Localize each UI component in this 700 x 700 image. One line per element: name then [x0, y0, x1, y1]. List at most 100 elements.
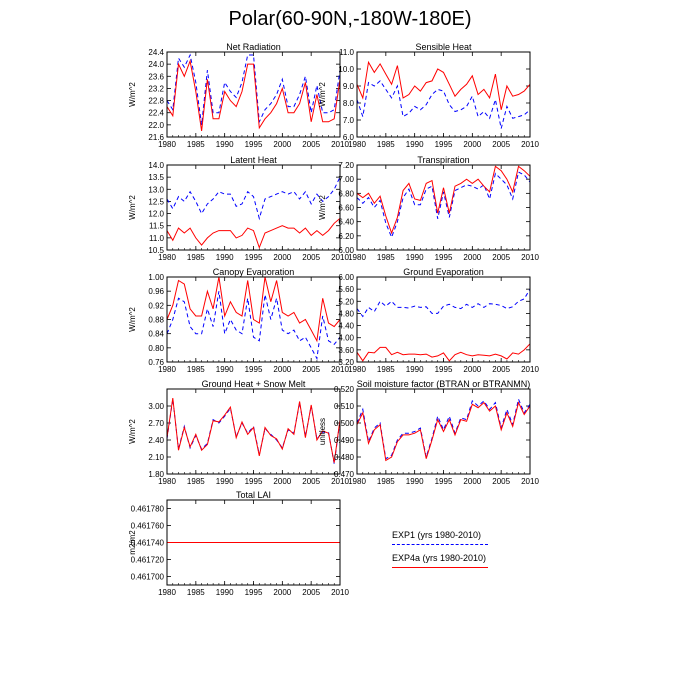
y-tick-label: 7.20 — [338, 161, 354, 170]
x-tick-label: 1985 — [377, 477, 395, 486]
plot-frame — [166, 164, 341, 251]
x-tick-label: 2000 — [463, 140, 481, 149]
y-tick-label: 6.00 — [338, 246, 354, 255]
panel-title: Transpiration — [417, 155, 469, 165]
x-tick-label: 2010 — [331, 140, 349, 149]
x-tick-label: 1990 — [216, 253, 234, 262]
y-tick-label: 24.4 — [148, 48, 164, 57]
x-tick-label: 2010 — [521, 365, 539, 374]
series-line-exp4a — [356, 60, 531, 110]
y-tick-label: 10.5 — [148, 246, 164, 255]
legend-swatch-exp1 — [392, 544, 488, 545]
panel-5: Canopy Evaporation W/m^2 1980 1985 1990 1995 2… — [128, 267, 349, 374]
y-tick-label: 5.60 — [338, 285, 354, 294]
x-tick-label: 2010 — [331, 588, 349, 597]
x-tick-label: 2000 — [273, 253, 291, 262]
y-tick-label: 22.8 — [148, 97, 164, 106]
x-tick-label: 1990 — [406, 140, 424, 149]
series-line-exp1 — [166, 291, 341, 361]
x-tick-label: 1985 — [377, 253, 395, 262]
y-tick-label: 0.461760 — [131, 522, 165, 531]
x-tick-label: 1985 — [187, 588, 205, 597]
panel-title: Net Radiation — [226, 42, 281, 52]
panel-3: Latent Heat W/m^2 1980 1985 1990 1995 2000 2005… — [128, 155, 349, 262]
y-axis-label: unitless — [318, 418, 327, 445]
x-tick-label: 1980 — [158, 365, 176, 374]
x-tick-label: 2010 — [331, 365, 349, 374]
y-tick-label: 8.0 — [343, 99, 355, 108]
y-tick-label: 13.0 — [148, 185, 164, 194]
x-tick-label: 1980 — [348, 253, 366, 262]
series-line-exp1 — [356, 397, 531, 460]
x-tick-label: 2010 — [521, 253, 539, 262]
panel-8: Soil moisture factor (BTRAN or BTRANMN) u… — [318, 379, 539, 486]
x-tick-label: 2005 — [492, 365, 510, 374]
x-tick-label: 2005 — [302, 588, 320, 597]
y-tick-label: 0.461780 — [131, 505, 165, 514]
y-tick-label: 0.510 — [334, 402, 355, 411]
y-tick-label: 23.6 — [148, 72, 164, 81]
series-line-exp4a — [356, 343, 531, 362]
x-tick-label: 1995 — [435, 253, 453, 262]
panel-9: Total LAI m2/m2 1980 1985 1990 1995 2000 2005 20… — [128, 490, 349, 597]
y-tick-label: 0.88 — [148, 316, 164, 325]
panel-title: Latent Heat — [230, 155, 277, 165]
y-axis-label: W/m^2 — [128, 82, 137, 107]
y-tick-label: 24.0 — [148, 60, 164, 69]
y-tick-label: 4.40 — [338, 322, 354, 331]
x-tick-label: 2000 — [273, 588, 291, 597]
plot-frame — [166, 276, 341, 363]
series-line-exp1 — [166, 399, 341, 464]
x-tick-label: 1995 — [435, 140, 453, 149]
y-tick-label: 14.0 — [148, 161, 164, 170]
y-tick-label: 0.470 — [334, 470, 355, 479]
x-tick-label: 1980 — [158, 253, 176, 262]
x-tick-label: 1990 — [216, 477, 234, 486]
y-tick-label: 3.00 — [148, 402, 164, 411]
y-tick-label: 6.80 — [338, 189, 354, 198]
y-tick-label: 7.0 — [343, 116, 355, 125]
figure-title: Polar(60-90N,-180W-180E) — [228, 8, 472, 30]
x-tick-label: 2000 — [273, 140, 291, 149]
x-tick-label: 2000 — [463, 253, 481, 262]
x-tick-label: 2000 — [273, 477, 291, 486]
series-line-exp1 — [166, 176, 341, 221]
series-line-exp4a — [166, 398, 341, 463]
y-tick-label: 9.0 — [343, 82, 355, 91]
y-tick-label: 22.0 — [148, 121, 164, 130]
x-tick-label: 1985 — [187, 477, 205, 486]
x-tick-label: 2005 — [492, 477, 510, 486]
y-tick-label: 22.4 — [148, 109, 164, 118]
y-tick-label: 4.80 — [338, 309, 354, 318]
y-tick-label: 2.70 — [148, 419, 164, 428]
x-tick-label: 1990 — [406, 253, 424, 262]
y-tick-label: 23.2 — [148, 84, 164, 93]
y-tick-label: 21.6 — [148, 133, 164, 142]
y-tick-label: 0.96 — [148, 287, 164, 296]
y-axis-label: W/m^2 — [128, 195, 137, 220]
y-tick-label: 6.20 — [338, 232, 354, 241]
panel-title: Sensible Heat — [415, 42, 472, 52]
y-tick-label: 0.92 — [148, 301, 164, 310]
x-tick-label: 1995 — [245, 588, 263, 597]
y-tick-label: 0.84 — [148, 330, 164, 339]
y-tick-label: 2.40 — [148, 436, 164, 445]
plot-frame — [356, 51, 531, 138]
x-tick-label: 1990 — [216, 588, 234, 597]
series-line-exp4a — [166, 276, 341, 343]
series-line-exp4a — [356, 401, 531, 462]
y-axis-label: m2/m2 — [128, 530, 137, 555]
y-tick-label: 0.461700 — [131, 573, 165, 582]
y-tick-label: 11.0 — [149, 234, 165, 243]
y-axis-label: W/m^2 — [128, 307, 137, 332]
series-line-exp1 — [166, 53, 341, 125]
y-axis-label: W/m^2 — [318, 195, 327, 220]
y-tick-label: 6.60 — [338, 204, 354, 213]
y-tick-label: 0.461740 — [131, 539, 165, 548]
x-tick-label: 2010 — [521, 477, 539, 486]
y-tick-label: 0.80 — [148, 344, 164, 353]
y-tick-label: 1.00 — [148, 273, 164, 282]
panel-4: Transpiration W/m^2 1980 1985 1990 1995 2000 20… — [318, 155, 539, 262]
x-tick-label: 1990 — [216, 140, 234, 149]
